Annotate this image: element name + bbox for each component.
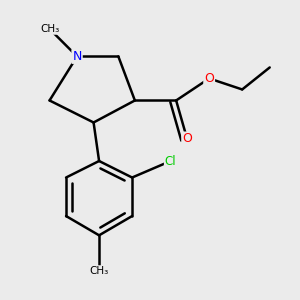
Text: O: O <box>182 133 192 146</box>
Text: O: O <box>204 72 214 85</box>
Text: CH₃: CH₃ <box>89 266 109 276</box>
Text: Cl: Cl <box>165 154 176 167</box>
Text: N: N <box>72 50 82 63</box>
Text: CH₃: CH₃ <box>40 24 59 34</box>
